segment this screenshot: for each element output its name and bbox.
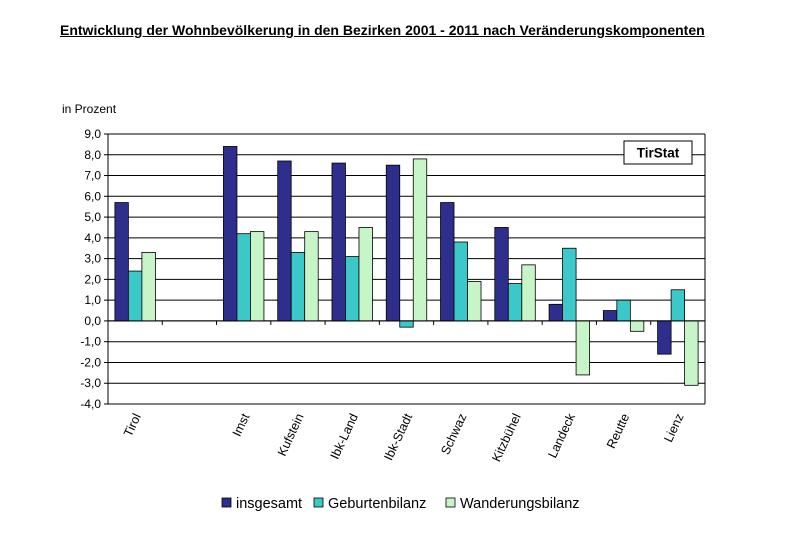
tirstat-badge-box: [623, 140, 693, 165]
bar-insgesamt: [114, 202, 129, 322]
y-tick-label: 1,0: [84, 293, 101, 307]
chart-title: Entwicklung der Wohnbevölkerung in den B…: [60, 22, 705, 38]
bar-wanderungsbilanz: [250, 231, 265, 322]
bar-wanderungsbilanz: [141, 251, 156, 322]
category-label: Tirol: [121, 411, 144, 439]
bar-insgesamt: [657, 320, 672, 355]
y-tick-label: 4,0: [84, 231, 101, 245]
category-label: Reutte: [604, 411, 632, 450]
y-tick-label: 0,0: [84, 314, 101, 328]
bar-insgesamt: [277, 160, 292, 322]
bar-geburtenbilanz: [399, 320, 414, 328]
bar-insgesamt: [494, 227, 509, 322]
y-tick-label: 8,0: [84, 148, 101, 162]
axes: [104, 133, 706, 405]
y-tick-label: 3,0: [84, 252, 101, 266]
category-label: Lienz: [661, 411, 686, 444]
y-axis-label: in Prozent: [62, 102, 117, 116]
tirstat-badge-text: TirStat: [637, 146, 680, 161]
bar-geburtenbilanz: [290, 251, 306, 322]
bar-insgesamt: [440, 202, 455, 322]
y-tick-label: 6,0: [84, 189, 101, 203]
legend-label: insgesamt: [236, 496, 302, 512]
bar-geburtenbilanz: [616, 299, 631, 322]
bar-insgesamt: [602, 310, 618, 322]
legend-label: Geburtenbilanz: [328, 496, 426, 512]
y-tick-labels: 9,0 8,0 7,0 6,0 5,0 4,0 3,0 2,0 1,0 0,0 -1,0 -2,0 -3…: [80, 127, 101, 411]
legend: insgesamt Geburtenbilanz Wanderungsbilanz: [221, 496, 580, 512]
y-tick-label: 2,0: [84, 272, 101, 286]
y-tick-label: 5,0: [84, 210, 101, 224]
bar-wanderungsbilanz: [521, 264, 536, 322]
bar-geburtenbilanz: [127, 270, 143, 322]
y-tick-label: -4,0: [80, 397, 101, 411]
legend-swatch: [445, 497, 456, 508]
bar-wanderungsbilanz: [467, 281, 482, 322]
bar-wanderungsbilanz: [684, 320, 699, 386]
bar-geburtenbilanz: [453, 241, 468, 322]
legend-swatch: [313, 497, 324, 508]
category-label: Schwaz: [438, 411, 469, 457]
tirstat-badge: TirStat: [623, 140, 693, 165]
category-label: Imst: [230, 411, 253, 439]
category-label: Ibk-Land: [328, 411, 361, 461]
legend-swatch: [221, 497, 232, 508]
bar-wanderungsbilanz: [575, 320, 590, 376]
y-tick-label: -3,0: [80, 376, 101, 390]
bar-geburtenbilanz: [507, 283, 523, 322]
bar-insgesamt: [548, 303, 563, 322]
gridlines: [108, 133, 705, 405]
bar-geburtenbilanz: [562, 247, 577, 322]
x-tick-labels: Tirol Imst Kufstein Ibk-Land Ibk-Stadt Schwaz…: [121, 411, 686, 464]
category-label: Ibk-Stadt: [381, 411, 415, 463]
y-tick-label: 9,0: [84, 127, 101, 141]
category-label: Landeck: [545, 411, 578, 460]
bars-group: [114, 146, 699, 386]
y-tick-label: -1,0: [80, 335, 101, 349]
category-label: Kitzbühel: [489, 411, 523, 464]
bar-insgesamt: [331, 162, 346, 322]
bar-insgesamt: [223, 146, 238, 322]
y-tick-label: 7,0: [84, 169, 101, 183]
bar-geburtenbilanz: [236, 233, 251, 322]
bar-wanderungsbilanz: [358, 227, 373, 322]
bar-geburtenbilanz: [670, 289, 686, 322]
bar-wanderungsbilanz: [629, 320, 645, 332]
bar-wanderungsbilanz: [304, 231, 319, 322]
legend-label: Wanderungsbilanz: [460, 496, 580, 512]
bar-wanderungsbilanz: [412, 158, 428, 322]
y-tick-label: -2,0: [80, 355, 101, 369]
bar-insgesamt: [385, 164, 401, 322]
category-label: Kufstein: [275, 411, 307, 458]
bar-geburtenbilanz: [345, 256, 360, 322]
